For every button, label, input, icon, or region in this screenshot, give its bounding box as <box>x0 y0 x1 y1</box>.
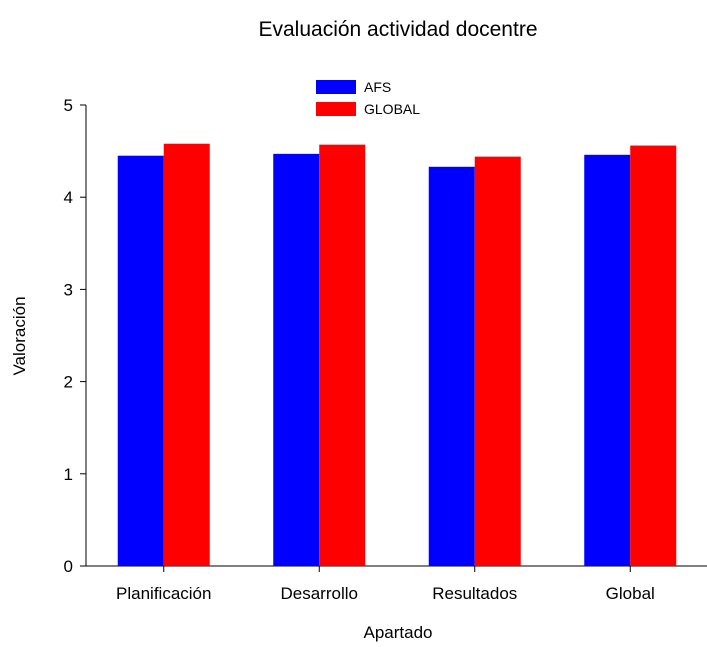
chart-title: Evaluación actividad docentre <box>258 18 537 41</box>
legend-swatch-afs <box>316 80 356 94</box>
y-axis-label: Valoración <box>10 296 29 375</box>
bar-global-3 <box>630 145 677 566</box>
x-axis-label: Apartado <box>364 623 433 642</box>
x-tick-label: Planificación <box>116 584 211 603</box>
plot-area: 0 1 2 3 4 5 Planificación Desarrollo Resultados G… <box>64 96 707 603</box>
bar-global-1 <box>319 144 366 566</box>
y-tick-label: 1 <box>64 465 73 484</box>
y-tick-label: 2 <box>64 373 73 392</box>
legend-label-global: GLOBAL <box>364 101 420 117</box>
x-tick-label: Global <box>606 584 655 603</box>
x-tick-label: Resultados <box>432 584 517 603</box>
bar-afs-2 <box>428 166 475 567</box>
legend-label-afs: AFS <box>364 79 391 95</box>
bar-afs-0 <box>117 155 164 566</box>
y-tick-label: 5 <box>64 96 73 115</box>
bar-afs-1 <box>273 153 320 566</box>
y-tick-label: 4 <box>64 188 73 207</box>
bar-global-0 <box>163 143 210 566</box>
legend-swatch-global <box>316 102 356 116</box>
bar-global-2 <box>474 156 521 566</box>
y-tick-label: 0 <box>64 557 73 576</box>
legend: AFS GLOBAL <box>316 79 420 117</box>
y-tick-label: 3 <box>64 280 73 299</box>
x-tick-label: Desarrollo <box>281 584 358 603</box>
bar-afs-3 <box>584 154 631 566</box>
